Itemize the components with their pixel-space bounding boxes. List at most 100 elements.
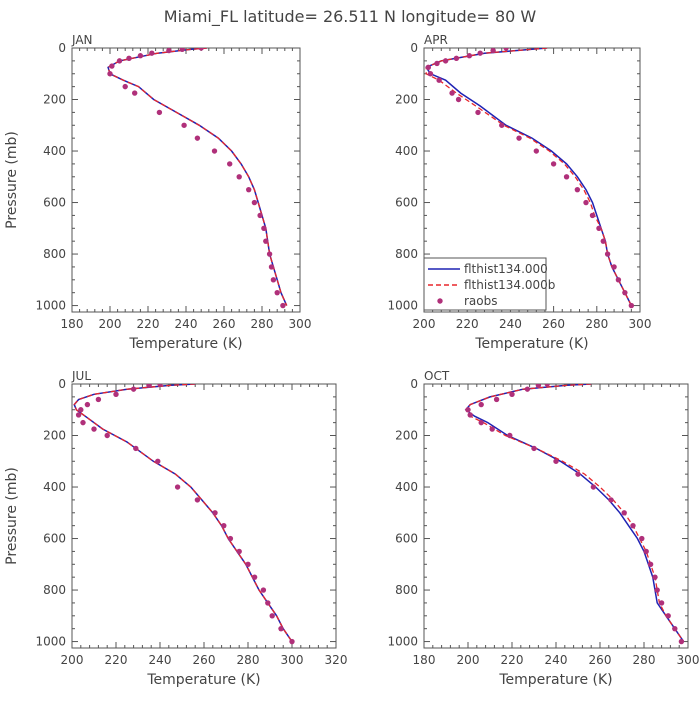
y-tick-label: 600 [43,196,66,210]
raobs-point [174,484,181,490]
raobs-point [179,48,185,52]
raobs-point [589,212,596,219]
x-tick-label: 240 [499,317,522,331]
x-tick-label: 280 [251,317,274,331]
raobs-point [113,391,119,398]
raobs-point [146,384,152,388]
y-tick-label: 600 [43,532,66,546]
x-tick-label: 300 [281,653,304,667]
panel-label: OCT [424,369,450,383]
x-tick-label: 220 [456,317,479,331]
raobs-point [211,148,218,154]
raobs-point [600,238,606,244]
raobs-point [156,109,163,116]
raobs-point [478,419,484,426]
x-tick-label: 220 [137,317,160,331]
series-line-flthist134-000b [73,384,293,642]
x-tick-label: 220 [501,653,524,667]
y-tick-label: 200 [395,429,418,443]
raobs-point [425,64,432,71]
raobs-point [260,587,267,593]
raobs-point [236,548,242,555]
raobs-point [181,122,187,128]
y-tick-label: 1000 [387,635,418,649]
raobs-point [604,251,611,257]
raobs-point [654,587,660,593]
x-tick-label: 200 [457,653,480,667]
raobs-point [212,510,218,516]
x-tick-label: 180 [61,317,84,331]
legend-label: raobs [464,294,498,308]
raobs-point [615,277,622,283]
raobs-point [466,53,473,59]
y-tick-label: 0 [410,41,418,55]
raobs-point [596,225,602,231]
x-tick-label: 200 [413,317,436,331]
panel-label: JUL [71,369,91,383]
panel-jan: 180 200 220 240 260 280 300 0 200 400 600 800 1000 Te… [4,33,311,352]
raobs-point [227,535,234,542]
raobs-point [427,71,434,77]
raobs-point [137,53,144,59]
series-line-flthist134-000b [107,48,288,306]
x-tick-label: 180 [413,653,436,667]
y-tick-label: 800 [43,583,66,597]
panel-oct: 180 200 220 240 260 280 300 0 200 400 600 800 1000 Te… [387,369,699,688]
raobs-point [289,638,295,645]
legend: flthist134.000 flthist134.000b raobs [423,257,555,311]
raobs-point [544,384,550,387]
y-tick-label: 600 [395,196,418,210]
legend-swatch-raobs [437,298,443,304]
raobs-point [78,407,84,413]
raobs-point [647,561,654,567]
raobs-point [611,264,617,270]
raobs-point [499,122,505,128]
raobs-point [268,264,275,270]
raobs-point [194,497,201,503]
raobs-point [493,396,500,403]
x-tick-label: 300 [677,653,700,667]
raobs-point [449,90,455,96]
raobs-point [553,458,559,464]
x-tick-label: 280 [237,653,260,667]
raobs-point [236,174,242,180]
raobs-point [270,277,277,283]
raobs-point [84,401,91,408]
y-tick-label: 400 [395,480,418,494]
raobs-point [509,391,515,398]
raobs-point [122,83,128,90]
y-tick-label: 200 [43,93,66,107]
legend-box [423,257,547,311]
raobs-point [245,561,251,567]
raobs-point [574,186,581,193]
plot-frame [71,383,337,649]
x-tick-label: 260 [213,317,236,331]
series-line-flthist134-000 [73,384,293,643]
raobs-point [672,625,678,632]
raobs-point [95,396,102,403]
x-axis-label: Temperature (K) [128,336,242,352]
raobs-point [516,135,522,141]
raobs-point [639,535,645,542]
y-tick-label: 800 [43,247,66,261]
raobs-point [490,48,496,54]
raobs-point [503,48,509,51]
raobs-point [166,48,172,54]
x-tick-label: 240 [175,317,198,331]
x-tick-label: 220 [105,653,128,667]
raobs-point [628,302,635,309]
series-line-flthist134-000 [107,48,288,306]
raobs-point [198,48,204,51]
x-tick-label: 240 [149,653,172,667]
x-tick-label: 320 [325,653,348,667]
raobs-point [133,445,139,452]
raobs-point [109,63,115,69]
y-tick-label: 1000 [35,299,66,313]
x-tick-label: 300 [629,317,652,331]
raobs-point [436,77,442,83]
plot-frame [423,383,689,649]
raobs-point [475,109,481,116]
raobs-point [155,458,161,464]
raobs-point [643,548,649,555]
